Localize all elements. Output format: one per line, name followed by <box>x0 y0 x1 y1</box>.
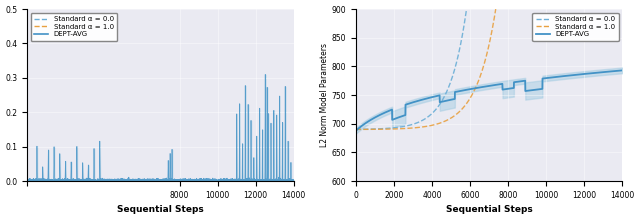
X-axis label: Sequential Steps: Sequential Steps <box>117 205 204 214</box>
Y-axis label: L2 Norm Model Parameters: L2 Norm Model Parameters <box>320 43 329 147</box>
Legend: Standard α = 0.0, Standard α = 1.0, DEPT-AVG: Standard α = 0.0, Standard α = 1.0, DEPT… <box>31 13 117 41</box>
Legend: Standard α = 0.0, Standard α = 1.0, DEPT-AVG: Standard α = 0.0, Standard α = 1.0, DEPT… <box>532 13 619 41</box>
X-axis label: Sequential Steps: Sequential Steps <box>445 205 532 214</box>
